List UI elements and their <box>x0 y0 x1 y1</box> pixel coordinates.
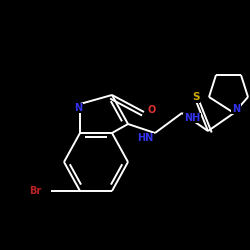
Text: HN: HN <box>137 133 153 143</box>
Text: O: O <box>148 105 156 115</box>
Text: NH: NH <box>184 113 200 123</box>
Text: S: S <box>192 92 200 102</box>
Text: N: N <box>232 104 240 114</box>
Text: N: N <box>74 103 82 113</box>
Text: Br: Br <box>29 186 41 196</box>
